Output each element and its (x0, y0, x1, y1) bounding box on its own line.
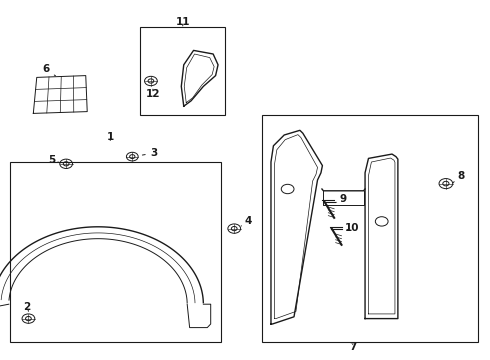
Text: 8: 8 (453, 171, 464, 183)
Text: 7: 7 (349, 342, 357, 352)
Text: 9: 9 (337, 194, 346, 204)
Text: 11: 11 (175, 17, 190, 27)
Bar (262, 115, 478, 342)
Text: 4: 4 (241, 216, 252, 226)
Bar (140, 27, 225, 115)
Bar (10, 162, 220, 342)
Text: 1: 1 (107, 132, 114, 142)
Text: 5: 5 (48, 155, 60, 165)
Text: 2: 2 (24, 302, 30, 312)
Text: 6: 6 (42, 64, 55, 76)
Text: 12: 12 (146, 89, 160, 99)
Text: 3: 3 (143, 148, 158, 158)
Text: 10: 10 (344, 222, 359, 233)
